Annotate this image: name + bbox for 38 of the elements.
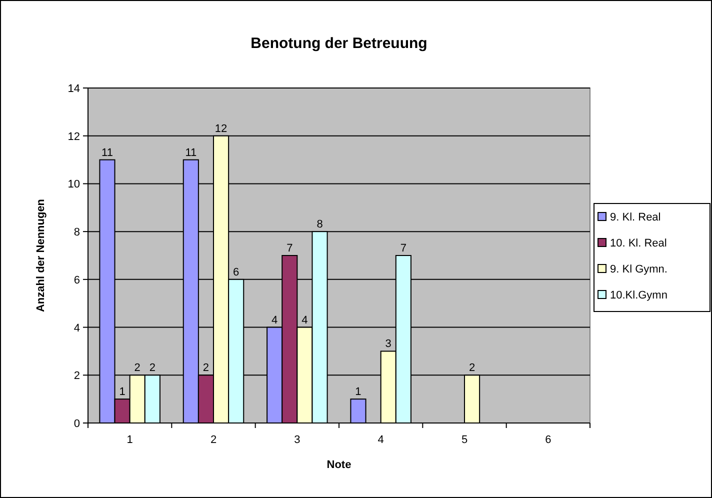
data-label: 7 bbox=[400, 242, 406, 254]
x-tick-label: 4 bbox=[378, 434, 384, 446]
data-label: 2 bbox=[134, 362, 140, 374]
x-axis-title: Note bbox=[326, 459, 352, 471]
data-label: 1 bbox=[355, 386, 362, 398]
bar bbox=[350, 398, 366, 424]
data-label: 3 bbox=[385, 338, 392, 350]
data-label: 6 bbox=[233, 266, 240, 278]
y-tick-label: 14 bbox=[68, 83, 80, 95]
data-label: 8 bbox=[316, 218, 323, 231]
x-tick-label: 2 bbox=[210, 434, 217, 446]
data-label: 4 bbox=[302, 314, 308, 326]
data-label: 11 bbox=[185, 146, 197, 159]
x-tick-label: 5 bbox=[461, 434, 468, 446]
x-tick-label: 1 bbox=[126, 434, 133, 446]
x-tick-label: 3 bbox=[294, 434, 300, 446]
y-tick-label: 12 bbox=[68, 130, 80, 143]
legend-label: 10. Kl. Real bbox=[610, 238, 667, 250]
y-axis-title: Anzahl der Nennugen bbox=[35, 198, 47, 312]
y-tick-label: 2 bbox=[74, 370, 80, 382]
chart-title: Benotung der Betreuung bbox=[250, 35, 428, 52]
legend-label: 9. Kl. Real bbox=[610, 212, 661, 224]
data-label: 7 bbox=[286, 242, 293, 254]
data-label: 1 bbox=[119, 386, 126, 398]
data-label: 2 bbox=[468, 362, 476, 374]
y-tick-label: 4 bbox=[74, 322, 80, 334]
legend-label: 10.Kl.Gymn bbox=[610, 290, 668, 302]
data-label: 12 bbox=[214, 122, 228, 135]
x-tick-label: 6 bbox=[545, 434, 552, 446]
data-label: 11 bbox=[102, 146, 113, 159]
data-label: 2 bbox=[149, 362, 156, 374]
legend-label: 9. Kl Gymn. bbox=[610, 264, 668, 276]
y-tick-label: 6 bbox=[74, 274, 80, 286]
y-tick-label: 10 bbox=[68, 178, 80, 191]
data-label: 2 bbox=[202, 362, 210, 374]
y-tick-label: 8 bbox=[74, 226, 80, 239]
data-label: 4 bbox=[272, 314, 278, 326]
y-tick-label: 0 bbox=[74, 418, 80, 430]
